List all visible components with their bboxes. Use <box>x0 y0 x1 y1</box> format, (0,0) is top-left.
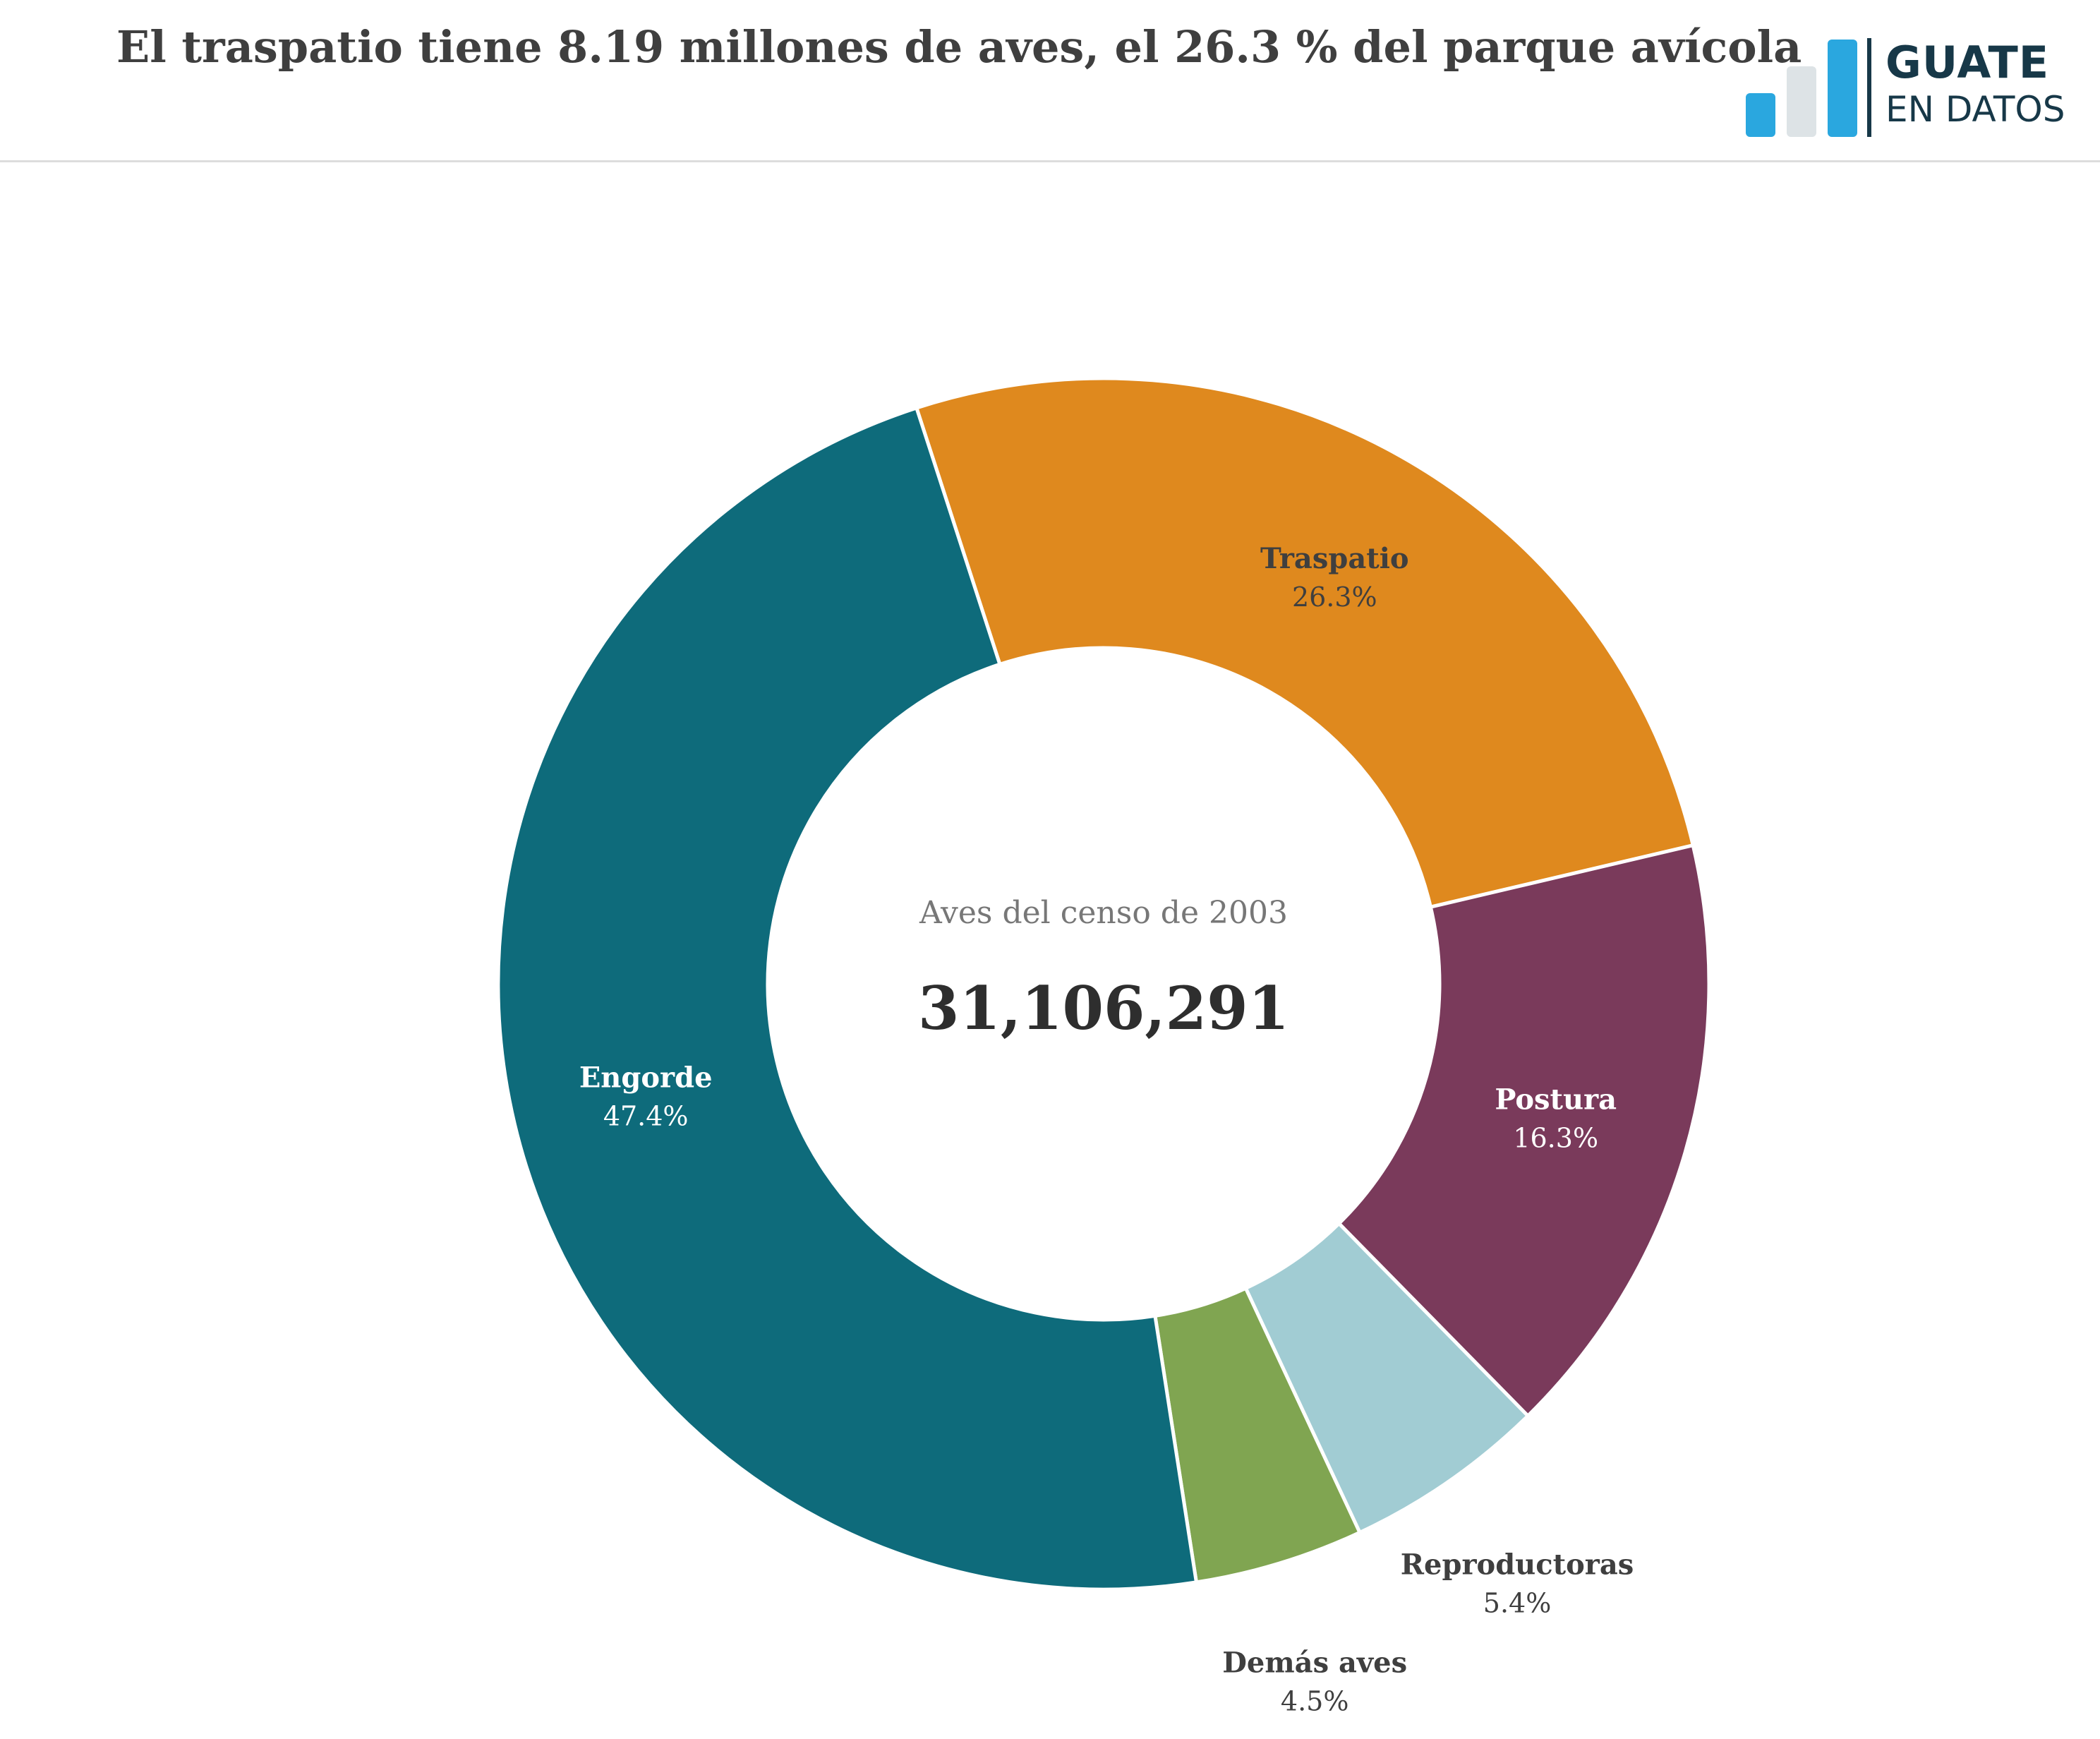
slice-label-traspatio: Traspatio <box>1260 542 1409 575</box>
logo-text-guate: GUATE <box>1885 37 2050 88</box>
guate-en-datos-logo: GUATE EN DATOS <box>1746 31 2065 137</box>
slice-label-reproductoras: Reproductoras <box>1401 1548 1634 1582</box>
chart-area: Traspatio 26.3% Postura 16.3% Reproductoras 5… <box>0 164 2100 1736</box>
page-title: El traspatio tiene 8.19 millones de aves… <box>116 21 1802 73</box>
logo-text-en-datos: EN DATOS <box>1885 89 2065 130</box>
donut-chart: Traspatio 26.3% Postura 16.3% Reproductoras 5… <box>496 376 1711 1717</box>
header: El traspatio tiene 8.19 millones de aves… <box>0 0 2100 162</box>
slice-engorde <box>496 405 1199 1591</box>
logo-bar-3 <box>1828 40 1857 137</box>
slice-value-traspatio: 26.3% <box>1292 582 1377 613</box>
slice-traspatio <box>914 376 1696 910</box>
slice-value-postura: 16.3% <box>1513 1122 1598 1153</box>
logo-bar-2 <box>1787 66 1816 137</box>
slice-value-reproductoras: 5.4% <box>1483 1588 1552 1619</box>
center-label: Aves del censo de 2003 <box>919 895 1288 931</box>
center-value: 31,106,291 <box>918 973 1289 1043</box>
slice-label-demas-aves: Demás aves <box>1222 1647 1407 1680</box>
slice-label-engorde: Engorde <box>579 1061 713 1095</box>
slice-value-engorde: 47.4% <box>603 1101 689 1132</box>
logo-bar-1 <box>1746 93 1775 137</box>
logo-divider <box>1867 38 1871 137</box>
slice-label-postura: Postura <box>1495 1083 1617 1116</box>
slice-postura <box>1336 843 1711 1419</box>
slice-value-demas-aves: 4.5% <box>1281 1686 1349 1717</box>
